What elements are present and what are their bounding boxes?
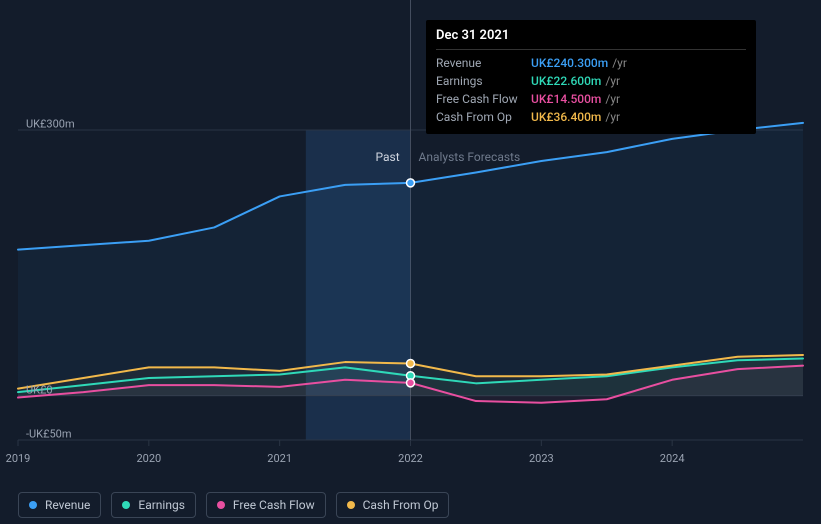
y-axis-label: UK£0 [26, 383, 53, 396]
tooltip-row: Free Cash FlowUK£14.500m/yr [436, 90, 746, 108]
tooltip-row-label: Revenue [436, 56, 531, 70]
tooltip-row: Cash From OpUK£36.400m/yr [436, 108, 746, 126]
legend-item-label: Cash From Op [363, 498, 439, 512]
legend-item-label: Revenue [45, 498, 90, 512]
past-label: Past [376, 150, 400, 164]
tooltip-row-label: Earnings [436, 74, 531, 88]
legend-item-label: Earnings [138, 498, 185, 512]
tooltip-row-label: Cash From Op [436, 110, 531, 124]
x-axis-label: 2021 [267, 452, 292, 465]
tooltip-row-unit: /yr [605, 74, 620, 88]
y-axis-label: UK£300m [26, 118, 75, 131]
tooltip-row-value: UK£22.600m [531, 74, 601, 88]
legend-dot-icon [122, 501, 130, 509]
x-axis-label: 2024 [660, 452, 685, 465]
legend-item-fcf[interactable]: Free Cash Flow [206, 492, 326, 518]
legend-item-earnings[interactable]: Earnings [111, 492, 196, 518]
legend-dot-icon [217, 501, 225, 509]
chart-tooltip: Dec 31 2021 RevenueUK£240.300m/yrEarning… [426, 20, 756, 134]
tooltip-row-unit: /yr [605, 92, 620, 106]
tooltip-date: Dec 31 2021 [436, 28, 746, 50]
tooltip-row: EarningsUK£22.600m/yr [436, 72, 746, 90]
legend-dot-icon [29, 501, 37, 509]
financials-chart: UK£300m UK£0 -UK£50m 2019 2020 2021 2022 2023 2… [0, 0, 821, 524]
x-axis-label: 2020 [136, 452, 161, 465]
legend-item-cfo[interactable]: Cash From Op [336, 492, 450, 518]
tooltip-row-unit: /yr [605, 110, 620, 124]
forecast-label: Analysts Forecasts [419, 150, 521, 164]
chart-legend: Revenue Earnings Free Cash Flow Cash From O… [18, 492, 449, 518]
legend-dot-icon [347, 501, 355, 509]
tooltip-row-value: UK£14.500m [531, 92, 601, 106]
legend-item-revenue[interactable]: Revenue [18, 492, 101, 518]
tooltip-row-unit: /yr [612, 56, 627, 70]
legend-item-label: Free Cash Flow [233, 498, 315, 512]
y-axis-label: -UK£50m [26, 428, 71, 441]
x-axis-label: 2019 [6, 452, 31, 465]
tooltip-row-label: Free Cash Flow [436, 92, 531, 106]
tooltip-row: RevenueUK£240.300m/yr [436, 54, 746, 72]
x-axis-label: 2023 [529, 452, 554, 465]
x-axis-label: 2022 [398, 452, 423, 465]
tooltip-row-value: UK£240.300m [531, 56, 608, 70]
tooltip-row-value: UK£36.400m [531, 110, 601, 124]
